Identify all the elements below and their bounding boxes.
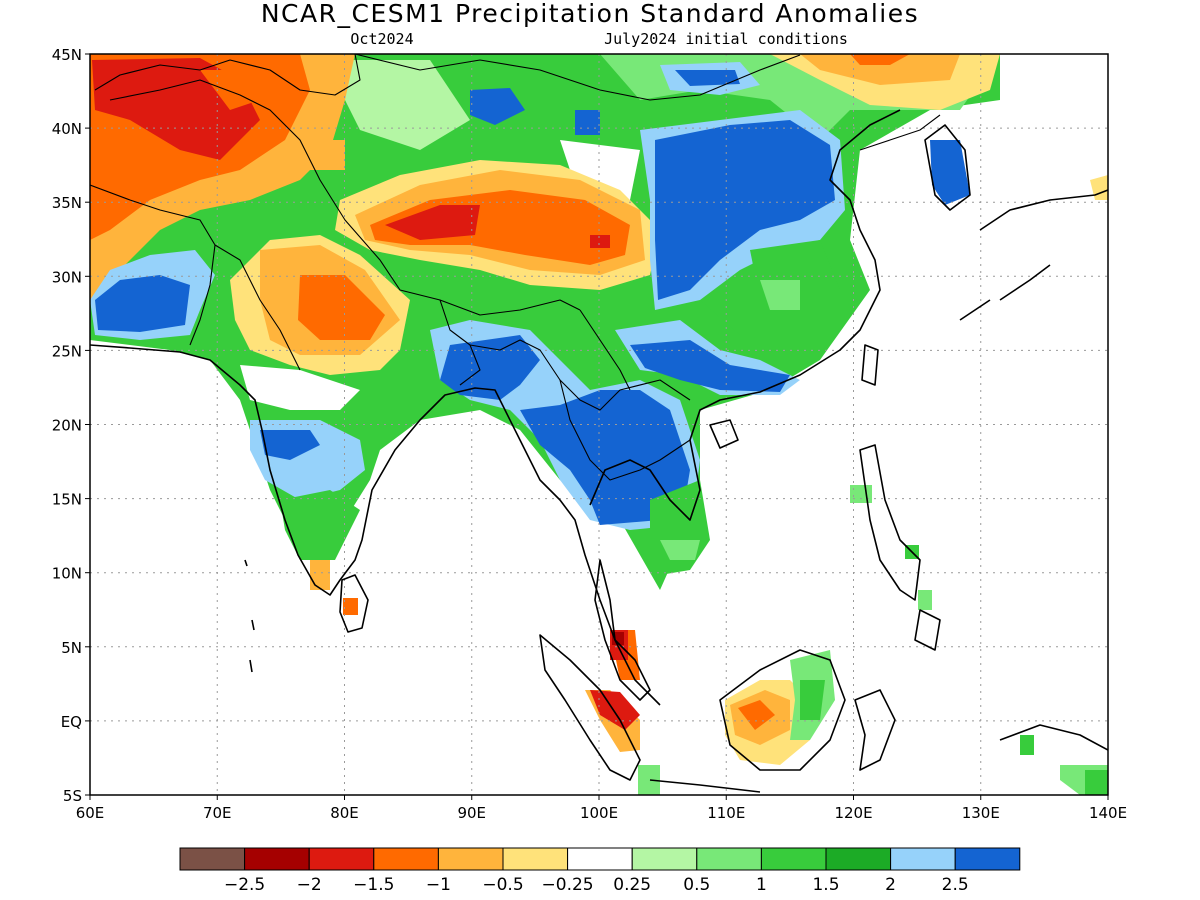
x-tick-label: 70E: [203, 804, 232, 822]
colorbar-label: −1: [426, 875, 451, 895]
colorbar-swatch: [308, 847, 375, 871]
colorbar-swatch: [373, 847, 439, 871]
x-tick-label: 120E: [834, 804, 872, 822]
x-tick-label: 60E: [76, 804, 105, 822]
country-borders: [90, 54, 941, 481]
y-tick-label: 5N: [61, 639, 82, 657]
colorbar-swatch: [696, 847, 762, 871]
colorbar-swatch: [244, 847, 310, 871]
colorbar-swatch: [179, 847, 246, 871]
valid-month-label: Oct2024: [350, 30, 413, 48]
x-axis: 60E 70E 80E 90E 100E 110E 120E 130E 140E: [76, 795, 1127, 822]
y-tick-label: 10N: [52, 565, 82, 583]
colorbar-swatch: [631, 847, 698, 871]
colorbar-label: −2: [297, 875, 322, 895]
x-tick-label: 110E: [707, 804, 745, 822]
figure-title: NCAR_CESM1 Precipitation Standard Anomal…: [261, 0, 919, 28]
graticule: [90, 54, 1108, 795]
colorbar-swatch: [567, 847, 633, 871]
colorbar: −2.5 −2 −1.5 −1 −0.5 −0.25 0.25 0.5 1 1.5 2 2.5: [179, 847, 1021, 895]
colorbar-label: −0.5: [482, 875, 523, 895]
x-tick-label: 80E: [330, 804, 359, 822]
y-axis: 5S EQ 5N 10N 15N 20N 25N 30N 35N 40N 45N: [52, 46, 90, 805]
x-tick-label: 140E: [1089, 804, 1127, 822]
colorbar-swatch: [825, 847, 892, 871]
x-tick-label: 130E: [962, 804, 1000, 822]
colorbar-label: 0.25: [613, 875, 651, 895]
colorbar-label: 1: [756, 875, 767, 895]
y-tick-label: 20N: [52, 417, 82, 435]
colorbar-swatch: [437, 847, 504, 871]
colorbar-label: −0.25: [542, 875, 594, 895]
colorbar-label: 1.5: [812, 875, 839, 895]
y-tick-label: 35N: [52, 194, 82, 212]
colorbar-label: −1.5: [353, 875, 394, 895]
init-conditions-label: July2024 initial conditions: [604, 30, 848, 48]
x-tick-label: 90E: [457, 804, 486, 822]
coastlines: [90, 109, 1108, 793]
colorbar-label: −2.5: [224, 875, 265, 895]
colorbar-swatch: [760, 847, 827, 871]
y-tick-label: 5S: [63, 787, 82, 805]
anomaly-field: [90, 54, 1108, 795]
colorbar-swatch: [502, 847, 569, 871]
y-tick-label: 25N: [52, 342, 82, 360]
y-tick-label: 15N: [52, 491, 82, 509]
y-tick-label: 45N: [52, 46, 82, 64]
y-tick-label: 40N: [52, 120, 82, 138]
colorbar-label: 2: [885, 875, 896, 895]
x-tick-label: 100E: [580, 804, 618, 822]
y-tick-label: EQ: [61, 713, 82, 731]
colorbar-label: 0.5: [683, 875, 710, 895]
colorbar-swatch: [890, 847, 956, 871]
y-tick-label: 30N: [52, 268, 82, 286]
colorbar-label: 2.5: [942, 875, 969, 895]
colorbar-swatch: [954, 847, 1021, 871]
